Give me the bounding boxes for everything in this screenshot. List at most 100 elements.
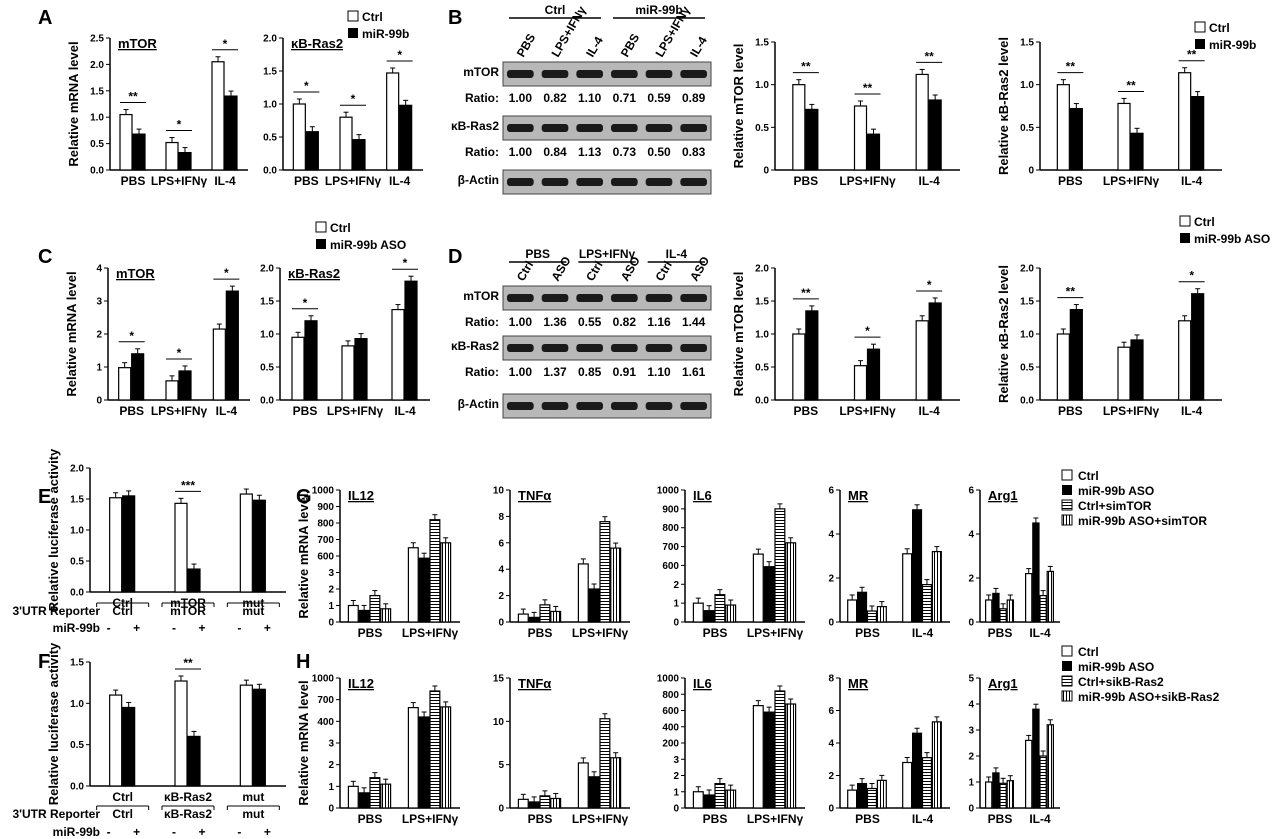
sig-mark: ** [801, 286, 811, 300]
bar-mir-99b-aso [866, 348, 881, 401]
bar-mir-99b [178, 151, 192, 171]
blot-band [680, 344, 707, 352]
bar-mir-99b [1191, 96, 1205, 171]
reporter-group: Ctrl [112, 807, 133, 821]
bar-mir-99b-aso-sik-ras2 [931, 721, 942, 809]
blot-row-label: mTOR [463, 289, 499, 303]
y-tick-label: 3 [96, 297, 102, 308]
blot-row-label: mTOR [463, 65, 499, 79]
bar-ctrl [292, 103, 306, 171]
legend-ab-right-ctrl: Ctrl [1209, 21, 1230, 35]
blot-strip [502, 335, 712, 361]
blot-band [645, 124, 673, 132]
ratio-value: 0.55 [578, 315, 602, 329]
y-tick-label: 10 [493, 486, 505, 497]
x-tick-label: PBS [703, 812, 728, 826]
sig-mark: ** [1187, 48, 1197, 62]
y-tick-label: 1000 [312, 674, 335, 685]
blot-band [611, 178, 638, 186]
y-tick-label: 2 [328, 585, 334, 596]
bar-ctrl-simtor [921, 583, 932, 623]
y-tick-label: 1.0 [755, 330, 769, 341]
ratio-value: 1.13 [578, 145, 602, 159]
bar-mir-99b-aso [588, 776, 600, 809]
y-tick-label: 5 [498, 760, 504, 771]
bar-ctrl [1178, 320, 1192, 401]
bar-ctrl [1024, 739, 1033, 809]
y-tick-label: 0.0 [70, 782, 84, 793]
sig-mark: * [403, 256, 408, 270]
chart-d2: 0.0 0.5 1.0 1.5 2.0 Relative κB-Ras2 level PBS… [996, 264, 1222, 418]
y-tick-label: 0 [828, 618, 834, 629]
blot-band [576, 294, 603, 302]
blot-strip [502, 393, 712, 419]
x-tick-label: LPS+IFNγ [747, 812, 804, 826]
chart-b1: 0 0.5 1.0 1.5 Relative mTOR level PBS ** LPS+IF… [731, 38, 960, 188]
y-tick-label: 600 [662, 561, 679, 572]
bar-mir-99b-aso [131, 353, 145, 401]
bar-mir-99b-aso-sik-ras2 [550, 797, 562, 809]
blot-band [611, 402, 638, 410]
chart-title: IL6 [693, 676, 712, 691]
bar-ctrl [239, 493, 253, 593]
bar-ctrl [239, 684, 253, 787]
y-tick-label: 2.0 [755, 264, 769, 275]
bar-ctrl-simtor [599, 521, 611, 623]
bar-ctrl [752, 705, 764, 809]
panel-letter-h: H [296, 651, 310, 673]
y-axis-label: Relative luciferase activity [46, 642, 61, 805]
x-tick-label: IL-4 [214, 174, 236, 188]
ratio-value: 0.71 [613, 91, 637, 105]
bar-ctrl-simtor [369, 594, 381, 623]
bar-ctrl [212, 328, 226, 401]
legend-ab-right-mir: miR-99b [1209, 38, 1256, 52]
bar-ctrl [853, 365, 868, 401]
reporter-group: Ctrl [112, 604, 133, 618]
sig-mark: * [304, 79, 309, 93]
y-tick-label: 6 [498, 538, 504, 549]
bar-mir-99b-aso-sik-ras2 [1046, 724, 1054, 809]
ratio-value: 1.61 [682, 365, 706, 379]
bar-ctrl-simtor [539, 604, 551, 623]
y-tick-label: 1 [968, 778, 974, 789]
x-tick-label: PBS [358, 812, 383, 826]
y-tick-label: 1.5 [1020, 38, 1034, 49]
x-tick-label: PBS [793, 404, 818, 418]
blot-band [541, 178, 569, 186]
x-tick-label: PBS [988, 812, 1013, 826]
bar-ctrl-simtor [999, 608, 1007, 623]
blot-lane-label: ASO [548, 254, 573, 284]
bar-mir-99b-aso [358, 792, 370, 809]
y-tick-label: 0.5 [70, 740, 84, 751]
chart-c1: 0 1 2 3 4 Relative mRNA level mTOR PBS * LPS+IFNγ… [64, 264, 250, 418]
bar-mir-99b [122, 706, 136, 787]
y-axis-label: Relative κB-Ras2 level [996, 265, 1011, 403]
y-tick-label: 2.0 [263, 34, 277, 45]
legend-g-1: miR-99b ASO [1078, 484, 1154, 498]
sig-mark: ** [1126, 78, 1136, 92]
y-tick-label: 0.5 [1020, 363, 1034, 374]
bar-mir-99b-aso [763, 566, 775, 623]
bar-ctrl [347, 604, 359, 623]
sig-mark: ** [863, 81, 873, 95]
bar-mir-99b-aso [992, 772, 1000, 809]
bar-ctrl [1024, 572, 1033, 623]
x-tick-label: PBS [1058, 404, 1083, 418]
bar-ctrl-sik-ras2 [921, 757, 932, 809]
legend-h-3: miR-99b ASO+sikΒ-Ras2 [1078, 690, 1220, 704]
blot-band [680, 294, 707, 302]
ratio-value: 0.83 [682, 145, 706, 159]
y-axis-label: Relative mRNA level [66, 41, 81, 166]
x-tick-label: IL-4 [1029, 812, 1051, 826]
bar-ctrl-simtor [429, 519, 441, 623]
x-tick-label: PBS [528, 812, 553, 826]
y-tick-label: 0.0 [1020, 396, 1034, 407]
bar-ctrl-sik-ras2 [539, 795, 551, 809]
sign-plus: + [198, 621, 205, 635]
blot-band [611, 124, 638, 132]
bar-mir-99b [252, 688, 266, 787]
